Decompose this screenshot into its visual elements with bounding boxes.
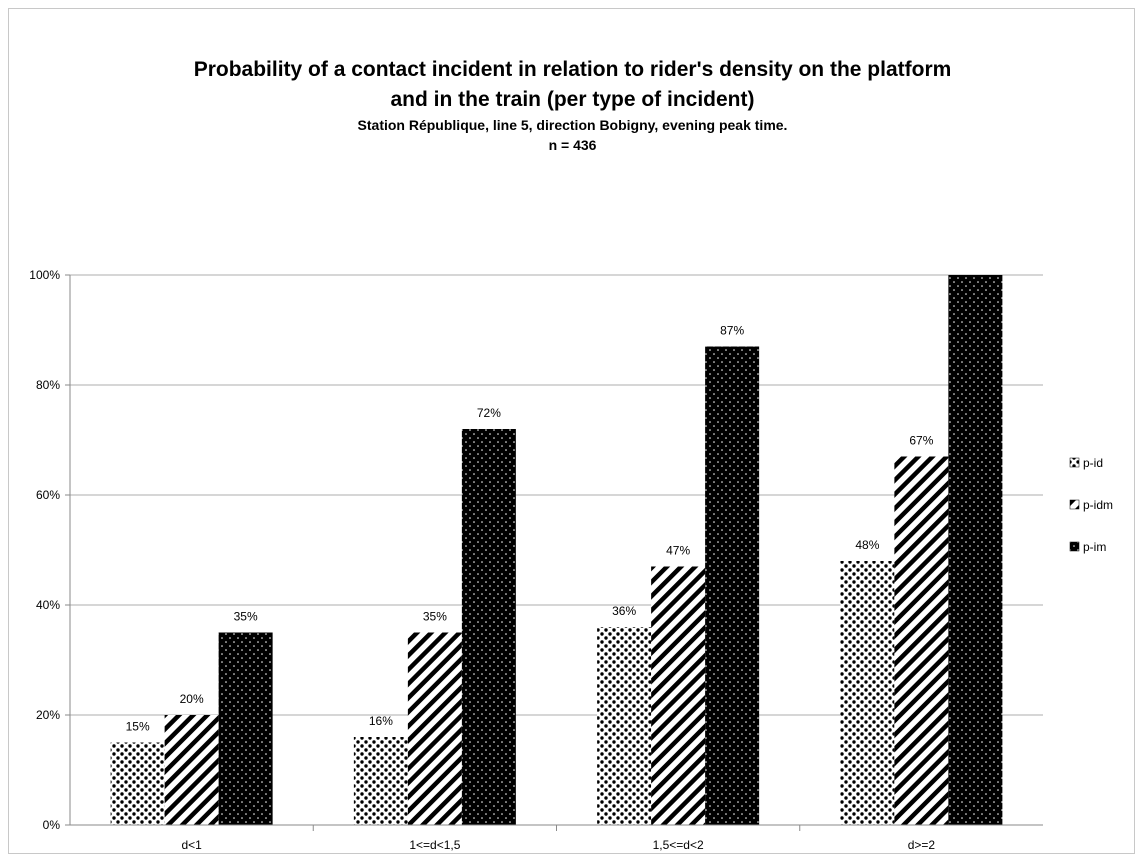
y-tick-label: 100% bbox=[29, 268, 60, 282]
bars bbox=[110, 275, 1003, 825]
bar-p-id bbox=[110, 742, 165, 825]
legend: p-id p-idm p-im bbox=[1069, 456, 1113, 554]
bar-p-idm bbox=[651, 566, 706, 825]
data-label: 48% bbox=[855, 538, 879, 552]
y-tick-label: 0% bbox=[43, 818, 61, 832]
bar-p-im bbox=[705, 346, 760, 825]
x-tick-label: d<1 bbox=[181, 838, 202, 852]
y-tick-label: 80% bbox=[36, 378, 60, 392]
bar-p-im bbox=[461, 429, 516, 825]
y-tick-label: 40% bbox=[36, 598, 60, 612]
bar-p-im bbox=[948, 275, 1003, 825]
legend-swatch-p-idm bbox=[1069, 499, 1080, 510]
data-label: 72% bbox=[477, 406, 501, 420]
data-label: 47% bbox=[666, 544, 690, 558]
bar-p-id bbox=[840, 561, 895, 825]
legend-swatch-p-im bbox=[1069, 541, 1080, 552]
x-tick-label: 1,5<=d<2 bbox=[653, 838, 704, 852]
legend-label-p-idm: p-idm bbox=[1083, 498, 1113, 512]
data-label: 36% bbox=[612, 604, 636, 618]
bar-p-id bbox=[597, 627, 652, 825]
legend-swatch-p-id bbox=[1069, 457, 1080, 468]
legend-label-p-im: p-im bbox=[1083, 540, 1106, 554]
data-label: 35% bbox=[423, 610, 447, 624]
data-label: 67% bbox=[909, 434, 933, 448]
y-tick-label: 20% bbox=[36, 708, 60, 722]
x-tick-label: 1<=d<1,5 bbox=[409, 838, 460, 852]
data-label: 15% bbox=[126, 720, 150, 734]
x-axis: d<1 1<=d<1,5 1,5<=d<2 d>=2 bbox=[69, 275, 1043, 852]
bar-p-idm bbox=[894, 456, 949, 825]
data-label: 16% bbox=[369, 714, 393, 728]
bar-p-id bbox=[353, 737, 408, 825]
bar-p-idm bbox=[407, 632, 462, 825]
chart-subtitle: Station République, line 5, direction Bo… bbox=[357, 117, 788, 133]
data-labels: 15% 20% 35% 16% 35% 72% 36% 47% 87% 48% 67% bbox=[126, 324, 934, 734]
bar-p-idm bbox=[164, 715, 219, 825]
y-axis-ticks: 0% 20% 40% 60% 80% 100% bbox=[29, 268, 70, 832]
sample-size-label: n = 436 bbox=[548, 137, 597, 153]
chart-frame: Probability of a contact incident in rel… bbox=[8, 8, 1135, 854]
x-tick-label: d>=2 bbox=[908, 838, 936, 852]
legend-label-p-id: p-id bbox=[1083, 456, 1103, 470]
chart-title-line-1: Probability of a contact incident in rel… bbox=[193, 58, 952, 81]
y-tick-label: 60% bbox=[36, 488, 60, 502]
chart-titles: Probability of a contact incident in rel… bbox=[9, 55, 1136, 155]
bar-p-im bbox=[218, 632, 273, 825]
data-label: 87% bbox=[720, 324, 744, 338]
data-label: 35% bbox=[234, 610, 258, 624]
chart-title-line-2: and in the train (per type of incident) bbox=[390, 88, 755, 111]
data-label: 20% bbox=[180, 692, 204, 706]
